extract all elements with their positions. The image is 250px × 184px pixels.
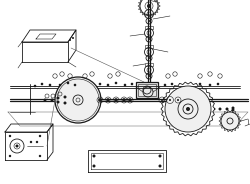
Circle shape bbox=[128, 98, 132, 102]
Circle shape bbox=[55, 77, 101, 123]
Circle shape bbox=[147, 4, 151, 8]
Circle shape bbox=[114, 98, 118, 102]
Circle shape bbox=[67, 82, 69, 84]
Circle shape bbox=[99, 83, 101, 85]
Circle shape bbox=[74, 84, 76, 86]
Circle shape bbox=[98, 98, 102, 102]
Circle shape bbox=[148, 57, 150, 59]
Circle shape bbox=[9, 155, 11, 157]
Circle shape bbox=[39, 155, 41, 157]
Circle shape bbox=[165, 86, 211, 132]
Circle shape bbox=[56, 100, 59, 103]
Circle shape bbox=[41, 83, 43, 85]
Circle shape bbox=[148, 75, 150, 77]
Circle shape bbox=[124, 84, 126, 86]
Circle shape bbox=[92, 155, 96, 158]
Circle shape bbox=[209, 84, 211, 86]
Circle shape bbox=[131, 83, 133, 85]
Bar bbox=[138, 84, 156, 96]
Circle shape bbox=[49, 84, 51, 86]
Circle shape bbox=[158, 164, 162, 167]
Circle shape bbox=[232, 107, 234, 109]
Circle shape bbox=[64, 102, 66, 105]
Circle shape bbox=[148, 20, 150, 22]
Circle shape bbox=[39, 135, 41, 137]
Circle shape bbox=[107, 84, 109, 86]
Circle shape bbox=[161, 99, 163, 101]
Circle shape bbox=[226, 107, 228, 111]
Circle shape bbox=[232, 109, 234, 112]
Circle shape bbox=[115, 82, 117, 84]
Circle shape bbox=[59, 84, 61, 86]
Circle shape bbox=[56, 96, 59, 100]
Circle shape bbox=[34, 85, 36, 87]
Circle shape bbox=[186, 107, 190, 111]
Circle shape bbox=[50, 98, 53, 102]
Circle shape bbox=[9, 135, 11, 137]
Circle shape bbox=[177, 99, 179, 101]
Circle shape bbox=[171, 83, 173, 85]
Circle shape bbox=[92, 164, 96, 167]
Circle shape bbox=[148, 38, 150, 40]
Bar bbox=[136, 82, 158, 98]
Circle shape bbox=[36, 141, 38, 143]
Circle shape bbox=[218, 107, 222, 111]
Circle shape bbox=[69, 39, 71, 41]
Circle shape bbox=[30, 141, 32, 143]
Circle shape bbox=[221, 112, 239, 130]
Circle shape bbox=[122, 98, 126, 102]
Circle shape bbox=[16, 144, 18, 148]
Circle shape bbox=[44, 98, 46, 102]
Circle shape bbox=[169, 99, 171, 101]
Circle shape bbox=[64, 95, 66, 98]
Circle shape bbox=[217, 83, 219, 85]
Circle shape bbox=[106, 98, 110, 102]
Bar bbox=[145, 45, 153, 47]
Bar bbox=[145, 26, 153, 29]
Circle shape bbox=[164, 84, 166, 86]
Circle shape bbox=[72, 37, 74, 39]
Circle shape bbox=[199, 83, 201, 85]
Circle shape bbox=[158, 155, 162, 158]
Bar bbox=[145, 63, 153, 66]
